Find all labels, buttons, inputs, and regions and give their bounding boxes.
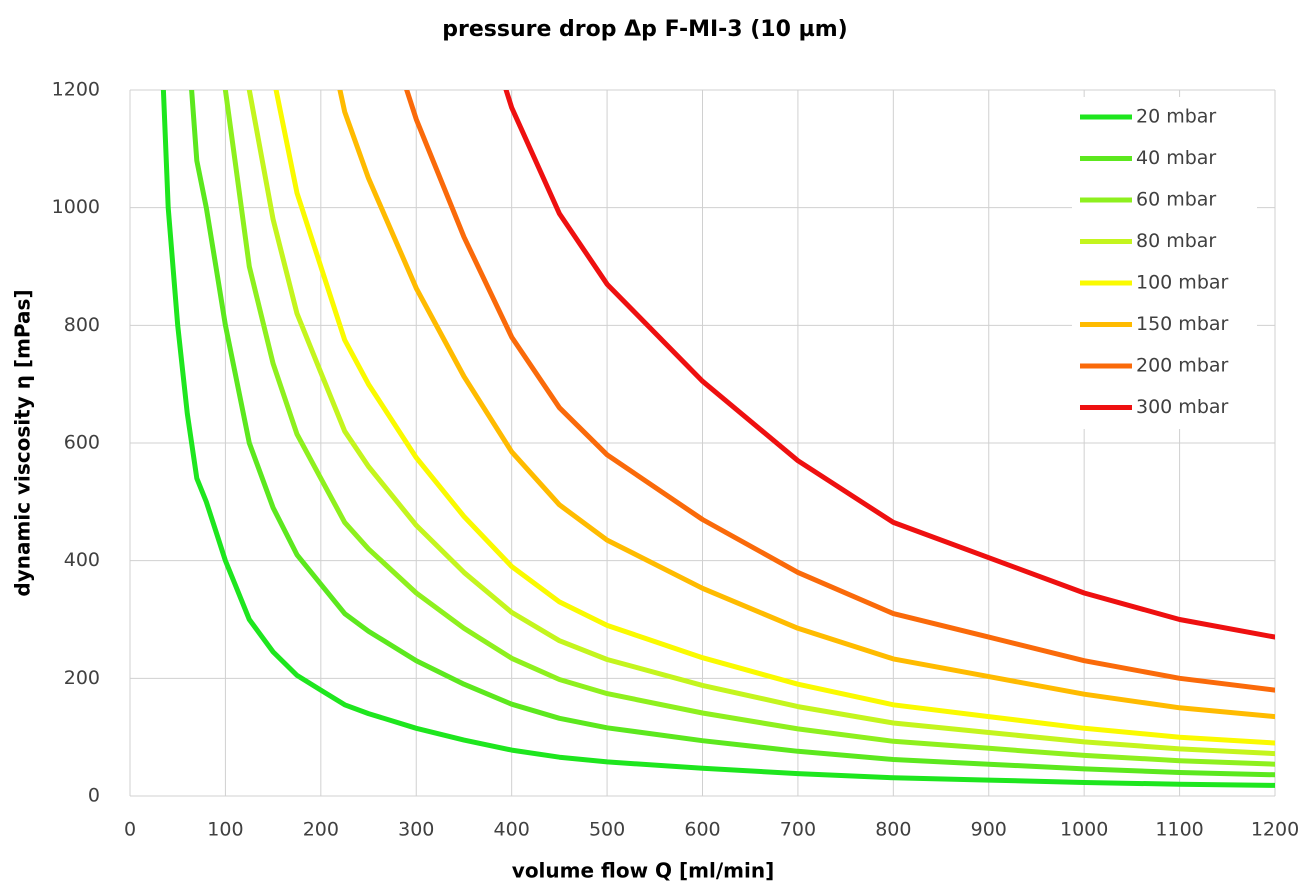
legend-label: 60 mbar <box>1136 189 1216 211</box>
x-tick-label: 500 <box>589 819 625 841</box>
plot-area <box>160 90 1275 788</box>
y-tick-label: 1000 <box>52 196 100 218</box>
legend-label: 20 mbar <box>1136 106 1216 128</box>
legend-label: 300 mbar <box>1136 396 1229 418</box>
series-line <box>503 90 1275 640</box>
legend-label: 200 mbar <box>1136 355 1229 377</box>
x-tick-label: 200 <box>303 819 339 841</box>
x-axis-label: volume flow Q [ml/min] <box>512 859 774 883</box>
x-tick-label: 1100 <box>1155 819 1203 841</box>
y-tick-label: 1200 <box>52 79 100 101</box>
x-tick-label: 600 <box>684 819 720 841</box>
chart-title: pressure drop Δp F-MI-3 (10 µm) <box>442 17 848 42</box>
series-line <box>404 90 1275 693</box>
y-tick-label: 400 <box>64 549 100 571</box>
legend-label: 150 mbar <box>1136 313 1229 335</box>
series-line <box>246 90 1275 757</box>
y-tick-label: 600 <box>64 432 100 454</box>
x-tick-label: 400 <box>494 819 530 841</box>
legend-label: 80 mbar <box>1136 230 1216 252</box>
y-tick-label: 800 <box>64 314 100 336</box>
x-tick-label: 0 <box>124 819 136 841</box>
x-tick-label: 1200 <box>1251 819 1299 841</box>
x-tick-label: 300 <box>398 819 434 841</box>
series-line <box>273 90 1275 746</box>
y-tick-label: 200 <box>64 667 100 689</box>
y-axis-label: dynamic viscosity η [mPas] <box>11 289 35 596</box>
x-tick-label: 900 <box>971 819 1007 841</box>
series-line <box>337 90 1275 720</box>
x-tick-label: 100 <box>207 819 243 841</box>
legend-box <box>1072 97 1257 429</box>
x-tick-label: 700 <box>780 819 816 841</box>
legend: 20 mbar 40 mbar 60 mbar 80 mbar 100 mbar 150 … <box>1072 97 1257 429</box>
y-tick-label: 0 <box>88 785 100 807</box>
legend-label: 100 mbar <box>1136 272 1229 294</box>
x-tick-label: 800 <box>875 819 911 841</box>
legend-label: 40 mbar <box>1136 147 1216 169</box>
series-line <box>160 90 1275 788</box>
series-line <box>189 90 1275 778</box>
series-line <box>222 90 1275 767</box>
x-tick-label: 1000 <box>1060 819 1108 841</box>
